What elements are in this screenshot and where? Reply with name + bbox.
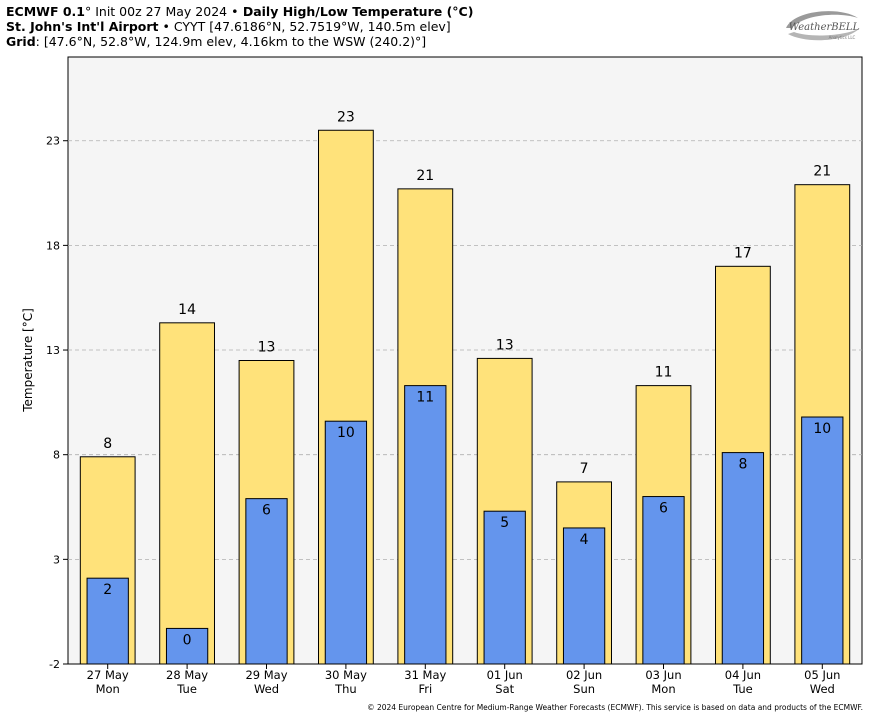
grid-line: Grid: [47.6°N, 52.8°W, 124.9m elev, 4.16… xyxy=(6,34,426,49)
x-tick-date: 27 May xyxy=(87,668,129,682)
x-tick-date: 30 May xyxy=(325,668,367,682)
y-tick-label: 23 xyxy=(46,135,60,148)
high-temp-bar xyxy=(159,322,215,665)
y-axis-label: Temperature [°C] xyxy=(21,308,35,413)
station-name: St. John's Int'l Airport xyxy=(6,19,159,34)
high-temp-label: 17 xyxy=(734,245,752,261)
x-tick-date: 02 Jun xyxy=(566,668,602,682)
high-temp-label: 13 xyxy=(258,340,276,356)
y-tick-label: 18 xyxy=(46,239,60,252)
x-tick-day: Tue xyxy=(176,682,197,696)
low-temp-label: 10 xyxy=(337,425,355,441)
grid-label: Grid xyxy=(6,34,36,49)
y-tick-label: -2 xyxy=(49,658,60,671)
model-name: ECMWF 0.1 xyxy=(6,4,85,19)
x-tick-date: 05 Jun xyxy=(804,668,840,682)
low-temp-bar xyxy=(324,420,368,665)
product-name: Daily High/Low Temperature (°C) xyxy=(238,4,474,19)
x-tick-day: Wed xyxy=(254,682,279,696)
high-temp-label: 7 xyxy=(580,461,589,477)
y-tick-label: 3 xyxy=(53,553,60,566)
high-temp-label: 21 xyxy=(416,168,434,184)
low-temp-bar xyxy=(801,416,844,665)
low-temp-label: 10 xyxy=(813,421,831,437)
x-tick-day: Fri xyxy=(418,682,432,696)
x-tick-date: 03 Jun xyxy=(645,668,681,682)
x-tick-date: 29 May xyxy=(245,668,287,682)
low-temp-label: 0 xyxy=(183,632,192,648)
x-tick-date: 31 May xyxy=(404,668,446,682)
low-temp-bar xyxy=(483,510,526,665)
high-temp-label: 23 xyxy=(337,109,355,125)
degree-mark: ° xyxy=(84,4,92,19)
y-tick-label: 8 xyxy=(53,449,60,462)
x-tick-day: Tue xyxy=(732,682,753,696)
low-temp-bar xyxy=(245,498,288,665)
temperature-chart: 8 2 14 0 13 6 23 10 21 11 13 5 7 4 11 6 17 8 21 10 -2 3 8 13 18… xyxy=(21,56,863,696)
low-temp-bar xyxy=(721,452,765,665)
x-tick-date: 04 Jun xyxy=(725,668,761,682)
high-temp-label: 8 xyxy=(103,436,112,452)
high-temp-label: 21 xyxy=(813,164,831,180)
low-temp-bar xyxy=(404,385,447,665)
x-tick-day: Wed xyxy=(810,682,835,696)
high-temp-label: 11 xyxy=(655,365,673,381)
low-temp-label: 4 xyxy=(580,532,589,548)
init-time: Init 00z 27 May 2024 xyxy=(91,4,232,19)
x-tick-day: Sat xyxy=(495,682,514,696)
low-temp-bar xyxy=(86,577,129,665)
bars: 8 2 14 0 13 6 23 10 21 11 13 5 7 4 11 6 17 8 21 10 xyxy=(79,109,851,665)
logo-text: WeatherBELL xyxy=(789,22,860,33)
y-axis: -2 3 8 13 18 23 xyxy=(46,135,68,671)
low-temp-label: 5 xyxy=(500,515,509,531)
y-tick-label: 13 xyxy=(46,344,60,357)
copyright-footer: © 2024 European Centre for Medium-Range … xyxy=(367,703,863,712)
separator: • xyxy=(231,4,239,19)
low-temp-label: 8 xyxy=(738,457,747,473)
x-tick-day: Thu xyxy=(334,682,357,696)
station-details: • CYYT [47.6186°N, 52.7519°W, 140.5m ele… xyxy=(158,19,451,34)
chart-title-line: ECMWF 0.1° Init 00z 27 May 2024 • Daily … xyxy=(6,4,473,19)
high-temp-label: 14 xyxy=(178,302,196,318)
weatherbell-logo: WeatherBELL Analytics LLC xyxy=(786,11,860,41)
x-tick-day: Mon xyxy=(651,682,675,696)
x-tick-day: Mon xyxy=(96,682,120,696)
low-temp-label: 6 xyxy=(659,501,668,517)
x-tick-date: 01 Jun xyxy=(487,668,523,682)
station-line: St. John's Int'l Airport • CYYT [47.6186… xyxy=(6,19,451,34)
low-temp-bar xyxy=(562,527,606,665)
low-temp-label: 2 xyxy=(103,582,112,598)
logo-subtext: Analytics LLC xyxy=(829,35,856,40)
low-temp-label: 11 xyxy=(416,390,434,406)
x-tick-day: Sun xyxy=(573,682,595,696)
low-temp-label: 6 xyxy=(262,503,271,519)
grid-details: : [47.6°N, 52.8°W, 124.9m elev, 4.16km t… xyxy=(35,34,427,49)
high-temp-label: 13 xyxy=(496,337,514,353)
low-temp-bar xyxy=(642,496,685,665)
x-tick-date: 28 May xyxy=(166,668,208,682)
